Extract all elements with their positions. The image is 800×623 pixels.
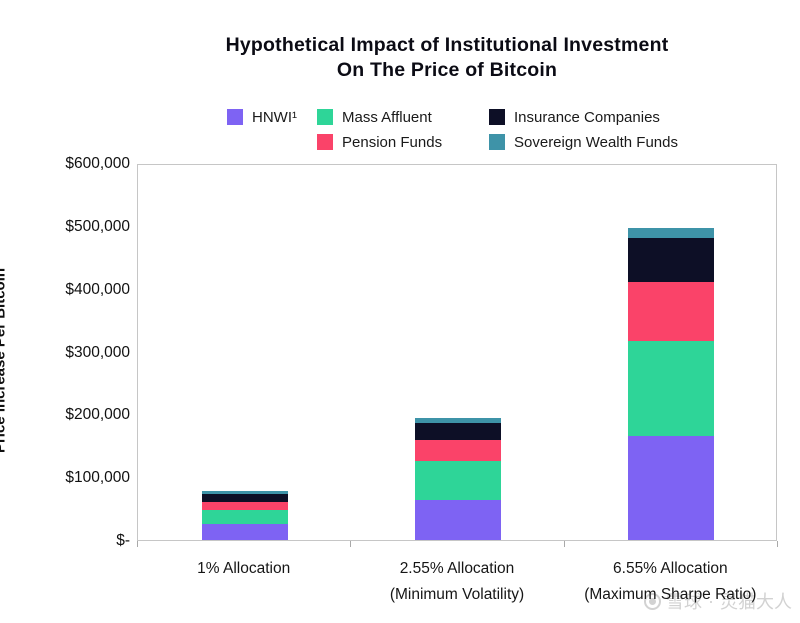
y-axis-title: Price Increase Per Bitcoin	[0, 267, 9, 454]
legend-item: Pension Funds	[317, 132, 442, 152]
legend-swatch-icon	[317, 109, 333, 125]
bar-segment	[415, 461, 501, 500]
legend-item: HNWI¹	[227, 107, 297, 127]
legend-swatch-icon	[489, 134, 505, 150]
x-axis-category-label: 2.55% Allocation (Minimum Volatility)	[347, 556, 567, 608]
x-axis-label-line: (Minimum Volatility)	[389, 586, 525, 603]
legend-swatch-icon	[227, 109, 243, 125]
bar-segment	[201, 501, 288, 510]
legend-item: Mass Affluent	[317, 107, 432, 127]
x-axis-tick	[137, 541, 138, 547]
bar-segment	[415, 440, 501, 462]
watermark-user: 灵猫大人	[720, 592, 792, 612]
y-tick-label: $200,000	[65, 406, 130, 424]
stacked-bar-1	[201, 491, 288, 540]
stacked-bar-3	[628, 227, 715, 540]
legend-label: Sovereign Wealth Funds	[514, 133, 678, 151]
x-axis-label-line: 1% Allocation	[197, 560, 291, 577]
y-tick-label: $300,000	[65, 343, 130, 361]
legend-item: Sovereign Wealth Funds	[489, 132, 678, 152]
y-tick-label: $100,000	[65, 469, 130, 487]
bar-segment	[628, 340, 715, 436]
y-tick-label: $500,000	[65, 217, 130, 235]
watermark: 雪球 · 灵猫大人	[644, 588, 792, 614]
legend-item: Insurance Companies	[489, 107, 660, 127]
chart-title-line2: On The Price of Bitcoin	[336, 59, 558, 81]
x-axis-tick	[563, 541, 565, 547]
x-axis-label-line: 6.55% Allocation	[613, 560, 728, 577]
stacked-bar-2	[415, 417, 501, 540]
bar-segment	[628, 227, 715, 239]
bar-segment	[628, 238, 715, 283]
bar-segment	[628, 435, 715, 540]
bar-segment	[201, 491, 288, 494]
x-axis-category-label: 6.55% Allocation (Maximum Sharpe Ratio)	[560, 556, 780, 608]
y-tick-label: $600,000	[65, 155, 130, 172]
xueqiu-logo-icon	[644, 592, 661, 610]
legend-label: Mass Affluent	[342, 108, 432, 126]
x-axis-label-line: 2.55% Allocation	[399, 560, 515, 577]
bar-segment	[415, 422, 501, 441]
bar-segment	[201, 493, 288, 502]
bar-segment	[628, 282, 715, 341]
bar-segment	[415, 417, 501, 423]
legend-label: HNWI¹	[252, 108, 297, 126]
watermark-separator: ·	[708, 590, 714, 611]
y-tick-label: $400,000	[65, 280, 130, 298]
x-axis-tick	[777, 541, 778, 547]
watermark-site: 雪球	[666, 592, 702, 612]
plot-area	[137, 164, 777, 541]
chart-title-line1: Hypothetical Impact of Institutional Inv…	[225, 34, 669, 56]
chart-title: Hypothetical Impact of Institutional Inv…	[94, 33, 800, 83]
y-tick-label: $-	[116, 532, 130, 549]
bar-segment	[201, 524, 288, 540]
x-axis-category-label: 1% Allocation	[134, 556, 354, 582]
bar-segment	[415, 499, 501, 540]
legend-label: Insurance Companies	[514, 108, 660, 126]
bar-segment	[201, 509, 288, 525]
legend-swatch-icon	[489, 109, 505, 125]
x-axis-label-line: (Maximum Sharpe Ratio)	[584, 586, 757, 603]
x-axis-tick	[350, 541, 352, 547]
legend-swatch-icon	[317, 134, 333, 150]
legend-label: Pension Funds	[342, 133, 443, 151]
